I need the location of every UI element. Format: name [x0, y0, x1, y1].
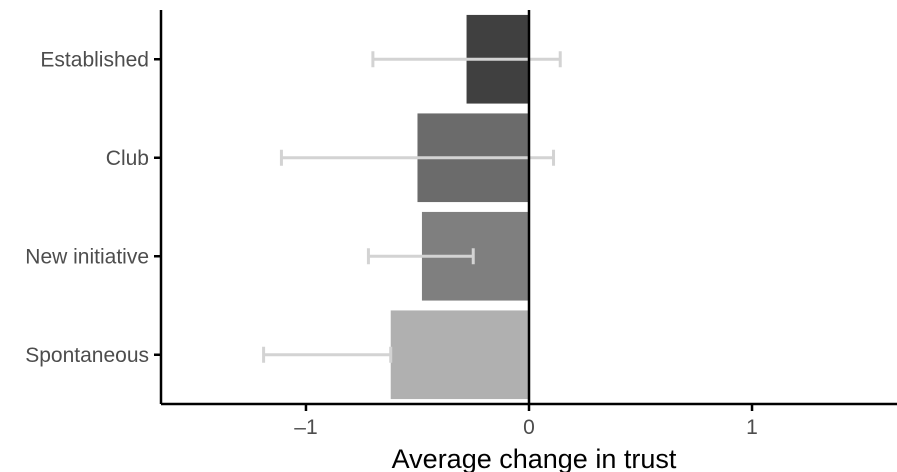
error-bar-new-initiative: [366, 248, 475, 265]
y-tick-label: Spontaneous: [25, 344, 149, 367]
x-axis-title: Average change in trust: [392, 444, 677, 472]
plot-area: [262, 10, 562, 404]
error-bar-spontaneous: [262, 346, 393, 363]
error-bar-club: [279, 149, 556, 166]
x-axis-ticks: –1 0 1: [294, 404, 758, 439]
y-axis-ticks: Established Club New initiative Spontaneous: [25, 48, 161, 367]
x-tick-label: 1: [746, 416, 758, 439]
y-tick-label: New initiative: [25, 245, 149, 268]
y-tick-label: Club: [106, 147, 149, 170]
x-tick-label: 0: [523, 416, 535, 439]
bar-spontaneous: [390, 310, 529, 400]
y-tick-label: Established: [40, 48, 149, 71]
x-tick-label: –1: [294, 416, 317, 439]
